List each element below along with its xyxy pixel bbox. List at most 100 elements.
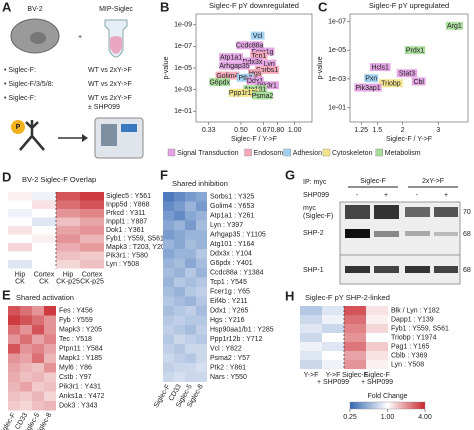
heatmap-cell xyxy=(185,334,196,344)
heatmap-cell xyxy=(8,217,32,226)
heatmap-cell xyxy=(196,353,207,363)
heatmap-cell xyxy=(300,342,322,351)
heatmap-cell xyxy=(185,249,196,259)
point-label: Ccdc88a xyxy=(236,43,264,50)
legend-swatch xyxy=(167,148,176,157)
row-label: Dok3 : Y343 xyxy=(59,403,98,410)
treatment-label: SHP099 xyxy=(303,192,329,199)
heatmap-cell xyxy=(20,325,32,335)
heatmap-cell xyxy=(185,211,196,221)
row-label: Pag1 : Y165 xyxy=(391,343,430,350)
row-label: Lyn : Y508 xyxy=(391,361,424,368)
column-label: Siglec-F xyxy=(364,372,390,379)
point-label: Pik3r1 xyxy=(257,83,277,90)
point-label: Hgs xyxy=(249,70,262,77)
point-label-box xyxy=(411,77,426,86)
heatmap-cell xyxy=(344,306,366,315)
heatmap-cell xyxy=(56,260,80,269)
heatmap-cell xyxy=(185,372,196,382)
heatmap-cell xyxy=(300,315,322,324)
heatmap-cell xyxy=(32,391,44,401)
blot-label: myc xyxy=(303,205,316,212)
heatmap-cell xyxy=(8,209,32,218)
heatmap-cell xyxy=(163,315,174,325)
point-label-box xyxy=(242,57,263,66)
row-label: Ptpn11 : Y584 xyxy=(59,346,103,353)
row-label: Anks1a : Y472 xyxy=(59,393,105,400)
point-label: Tcp1 xyxy=(251,53,266,60)
heatmap-title: Shared inhibition xyxy=(172,179,228,188)
y-axis-label: p-value xyxy=(163,56,170,79)
heatmap-cell xyxy=(174,353,185,363)
heatmap-cell xyxy=(366,360,388,369)
heatmap-cell xyxy=(56,209,80,218)
heatmap-title: BV-2 Siglec-F Overlap xyxy=(22,175,96,184)
group-label: 2xY->F xyxy=(422,178,444,185)
row-label: Mapk3 : Y205 xyxy=(59,327,102,334)
mw-label: 70 xyxy=(463,209,471,216)
legend-label: Endosome xyxy=(254,150,288,157)
heatmap-cell xyxy=(80,217,104,226)
panel-letter: H xyxy=(285,288,294,303)
heatmap-cell xyxy=(163,192,174,202)
heatmap-cell xyxy=(196,239,207,249)
column-label: CK xyxy=(39,278,49,285)
heatmap-cell xyxy=(163,258,174,268)
heatmap-cell xyxy=(80,200,104,209)
heatmap-cell xyxy=(185,315,196,325)
point-label: Psma2 xyxy=(252,93,274,100)
point-label: G6pdx xyxy=(209,79,230,86)
row-label: Pik3r1 : Y580 xyxy=(106,253,148,260)
bullet-text: WT vs 2xY->F xyxy=(88,81,132,88)
heatmap-cell xyxy=(32,363,44,373)
x-tick-label: 1.5 xyxy=(372,127,382,134)
heatmap-cell xyxy=(322,315,344,324)
heatmap-cell xyxy=(56,200,80,209)
row-label: Fcer1g : Y65 xyxy=(210,289,250,296)
heatmap-cell xyxy=(174,325,185,335)
y-tick-label: 1e-03 xyxy=(328,76,346,83)
heatmap-cell xyxy=(44,363,56,373)
heatmap-cell xyxy=(32,217,56,226)
x-tick-label: 2 xyxy=(401,127,405,134)
treatment-sign: - xyxy=(416,192,419,199)
panel-letter: B xyxy=(160,0,169,14)
heatmap-cell xyxy=(32,344,44,354)
heatmap-cell xyxy=(344,342,366,351)
row-label: Fes : Y456 xyxy=(59,308,93,315)
heatmap-cell xyxy=(32,325,44,335)
column-label: Hip xyxy=(15,271,26,278)
y-tick-label: 1e-09 xyxy=(174,22,192,29)
heatmap-cell xyxy=(32,334,44,344)
heatmap-cell xyxy=(196,211,207,221)
y-tick-label: 1e-01 xyxy=(174,108,192,115)
legend-label: Metabolism xyxy=(385,150,421,157)
heatmap-cell xyxy=(174,306,185,316)
column-label: Y->F xyxy=(326,372,341,379)
point-label: Pik3ap1 xyxy=(355,85,380,92)
column-label: Cortex xyxy=(34,271,55,278)
heatmap-cell xyxy=(163,239,174,249)
heatmap-cell xyxy=(174,296,185,306)
heatmap-cell xyxy=(366,351,388,360)
heatmap-cell xyxy=(56,251,80,260)
construct-label: MIP-Siglec xyxy=(99,6,133,13)
heatmap-cell xyxy=(8,401,20,411)
row-label: Cblb : Y369 xyxy=(391,352,428,359)
point-label: Cbl xyxy=(413,79,424,86)
heatmap-cell xyxy=(32,200,56,209)
heatmap-cell xyxy=(44,372,56,382)
plot-frame xyxy=(195,13,313,123)
heatmap-cell xyxy=(8,391,20,401)
row-label: Lyn : Y397 xyxy=(210,222,243,229)
row-label: Mapk3 : T203, Y205 xyxy=(106,244,169,251)
heatmap-cell xyxy=(185,230,196,240)
column-label: Cortex xyxy=(82,271,103,278)
heatmap-cell xyxy=(196,249,207,259)
point-label-box xyxy=(236,73,255,82)
heatmap-cell xyxy=(20,372,32,382)
point-label-box xyxy=(364,74,379,83)
heatmap-cell xyxy=(44,391,56,401)
cell-label: BV-2 xyxy=(27,6,42,13)
heatmap-cell xyxy=(185,325,196,335)
